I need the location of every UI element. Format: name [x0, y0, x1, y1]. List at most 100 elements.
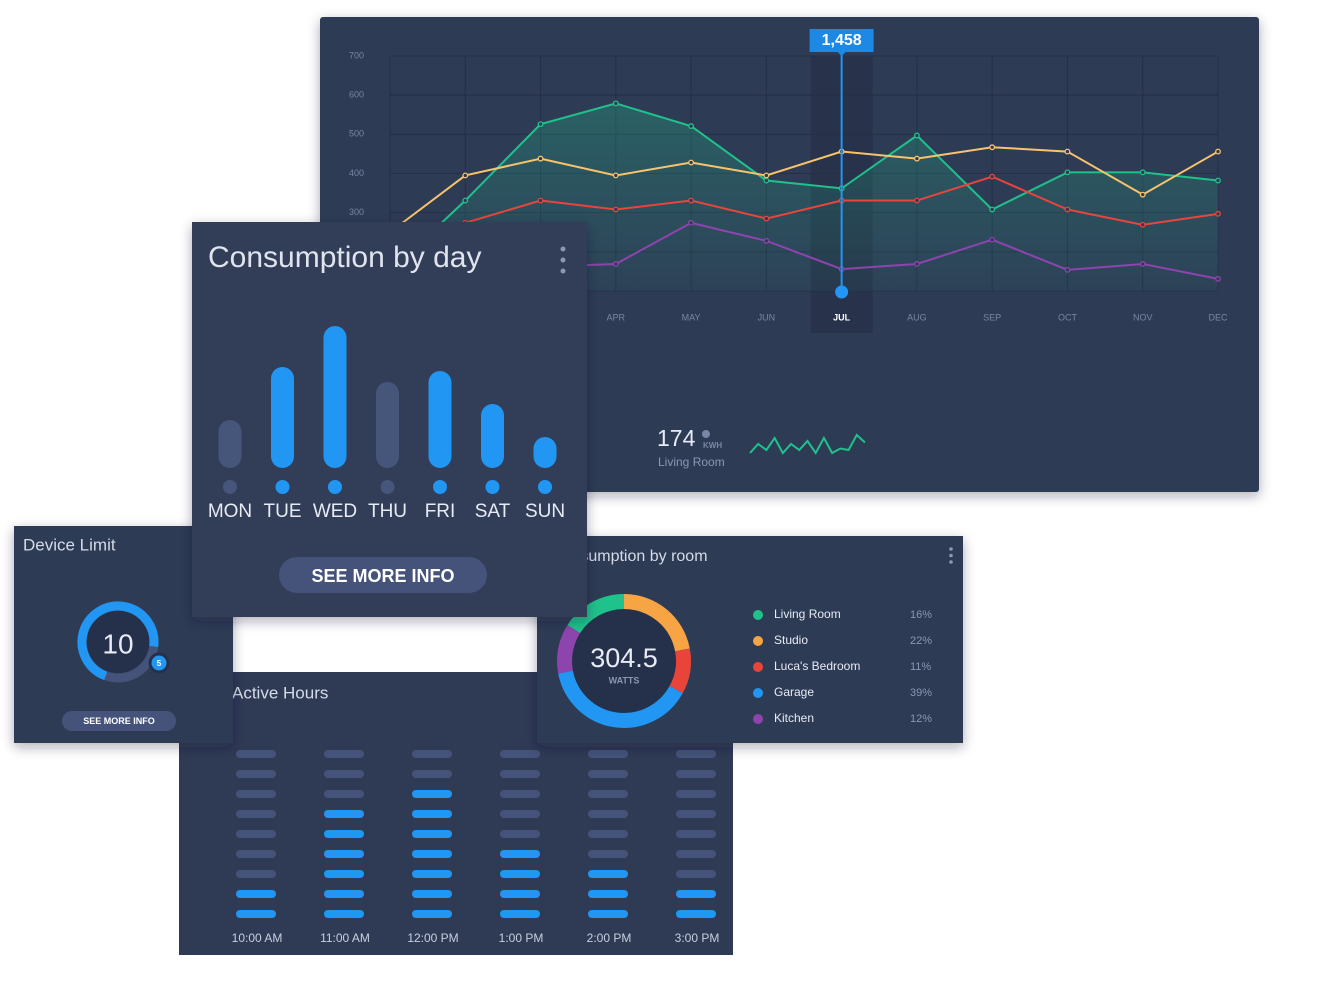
point	[1215, 177, 1221, 184]
gauge-value: 10	[102, 628, 133, 659]
pill-empty	[500, 830, 540, 838]
device-panel: Device Limit 10 5 SEE MORE INFO	[14, 526, 233, 743]
cursor-dot	[835, 285, 849, 299]
bar-dot	[275, 480, 290, 494]
y-tick-label: 700	[349, 50, 364, 60]
legend-value: 11%	[910, 661, 931, 673]
bar-dot	[223, 480, 237, 494]
legend-value: 22%	[910, 635, 932, 647]
point	[763, 177, 770, 184]
bar	[428, 371, 452, 468]
panel-title: Consumption by day	[208, 241, 482, 274]
badge-label: 5	[157, 659, 162, 668]
pill-active	[412, 890, 452, 898]
menu-dot[interactable]	[949, 560, 953, 564]
stat-value: 174	[657, 425, 696, 451]
pill-empty	[676, 750, 716, 758]
bar-dot	[538, 480, 552, 494]
pill-empty	[324, 770, 364, 778]
button-label[interactable]: SEE MORE INFO	[311, 566, 454, 586]
pill-empty	[588, 830, 628, 838]
menu-dot[interactable]	[949, 553, 953, 558]
pill-active	[412, 850, 452, 858]
menu-dot[interactable]	[560, 268, 566, 274]
tooltip-arrow	[837, 52, 846, 56]
pill-active	[412, 810, 452, 818]
x-tick-label: MON	[208, 501, 252, 522]
pill-empty	[236, 790, 276, 798]
menu-dot[interactable]	[560, 257, 566, 263]
bar-dot	[328, 480, 342, 494]
point	[1064, 266, 1071, 273]
button-label[interactable]: SEE MORE INFO	[83, 716, 155, 726]
point	[1139, 221, 1146, 228]
point	[688, 219, 695, 226]
menu-dot[interactable]	[560, 246, 566, 252]
x-tick-label: DEC	[1208, 312, 1228, 322]
gauge-arc	[77, 601, 159, 681]
pill-active	[412, 830, 452, 838]
pill-empty	[676, 870, 716, 878]
x-tick-label: JUL	[833, 312, 851, 322]
pill-empty	[236, 870, 276, 878]
point	[688, 197, 695, 204]
button[interactable]	[279, 557, 487, 593]
stat-dot	[702, 430, 710, 438]
pill-empty	[412, 770, 452, 778]
bar	[481, 404, 504, 468]
bar-dot	[485, 480, 500, 494]
point	[1064, 206, 1071, 213]
pill-active	[412, 910, 452, 918]
x-tick-label: JUN	[758, 312, 776, 322]
gauge-center	[87, 611, 149, 673]
point	[1064, 148, 1071, 155]
x-tick-label: SUN	[525, 501, 565, 522]
x-tick-label: OCT	[1058, 312, 1078, 322]
point	[612, 100, 619, 107]
button[interactable]	[62, 711, 176, 731]
legend-dot	[753, 688, 763, 698]
sparkline	[749, 433, 866, 455]
bar	[533, 437, 557, 468]
panel-title: Active Hours	[232, 683, 328, 702]
x-tick-label: SEP	[983, 312, 1001, 322]
point	[1139, 261, 1146, 267]
pill-empty	[236, 770, 276, 778]
pill-active	[588, 910, 628, 918]
legend-dot	[753, 714, 763, 724]
pill-empty	[676, 850, 716, 858]
pill-active	[500, 850, 540, 858]
pill-empty	[588, 810, 628, 818]
pill-empty	[500, 810, 540, 818]
donut-center	[572, 609, 676, 713]
bar-dot	[380, 480, 395, 494]
hours-column	[500, 850, 540, 918]
point	[763, 215, 770, 222]
point	[1139, 191, 1146, 198]
series-line	[389, 102, 1219, 273]
pill-empty	[588, 790, 628, 798]
pill-active	[500, 870, 540, 878]
y-tick-label: 300	[349, 207, 364, 217]
pill-empty	[676, 810, 716, 818]
point	[989, 206, 996, 213]
badge	[148, 652, 170, 674]
x-tick-label: 3:00 PM	[675, 931, 720, 945]
pill-empty	[324, 750, 364, 758]
hours-column	[588, 870, 628, 918]
pill-empty	[676, 770, 716, 778]
donut-segment	[558, 670, 683, 728]
point	[462, 172, 469, 179]
point	[989, 173, 996, 180]
legend-dot	[753, 636, 763, 646]
pill-active	[324, 850, 364, 858]
menu-dot[interactable]	[949, 547, 953, 551]
pill-active	[324, 810, 364, 818]
x-tick-label: WED	[313, 501, 357, 522]
point	[462, 197, 469, 204]
legend-label: Garage	[774, 685, 814, 699]
pill-empty	[324, 790, 364, 798]
pill-active	[412, 790, 452, 798]
bar-dot	[433, 480, 447, 494]
